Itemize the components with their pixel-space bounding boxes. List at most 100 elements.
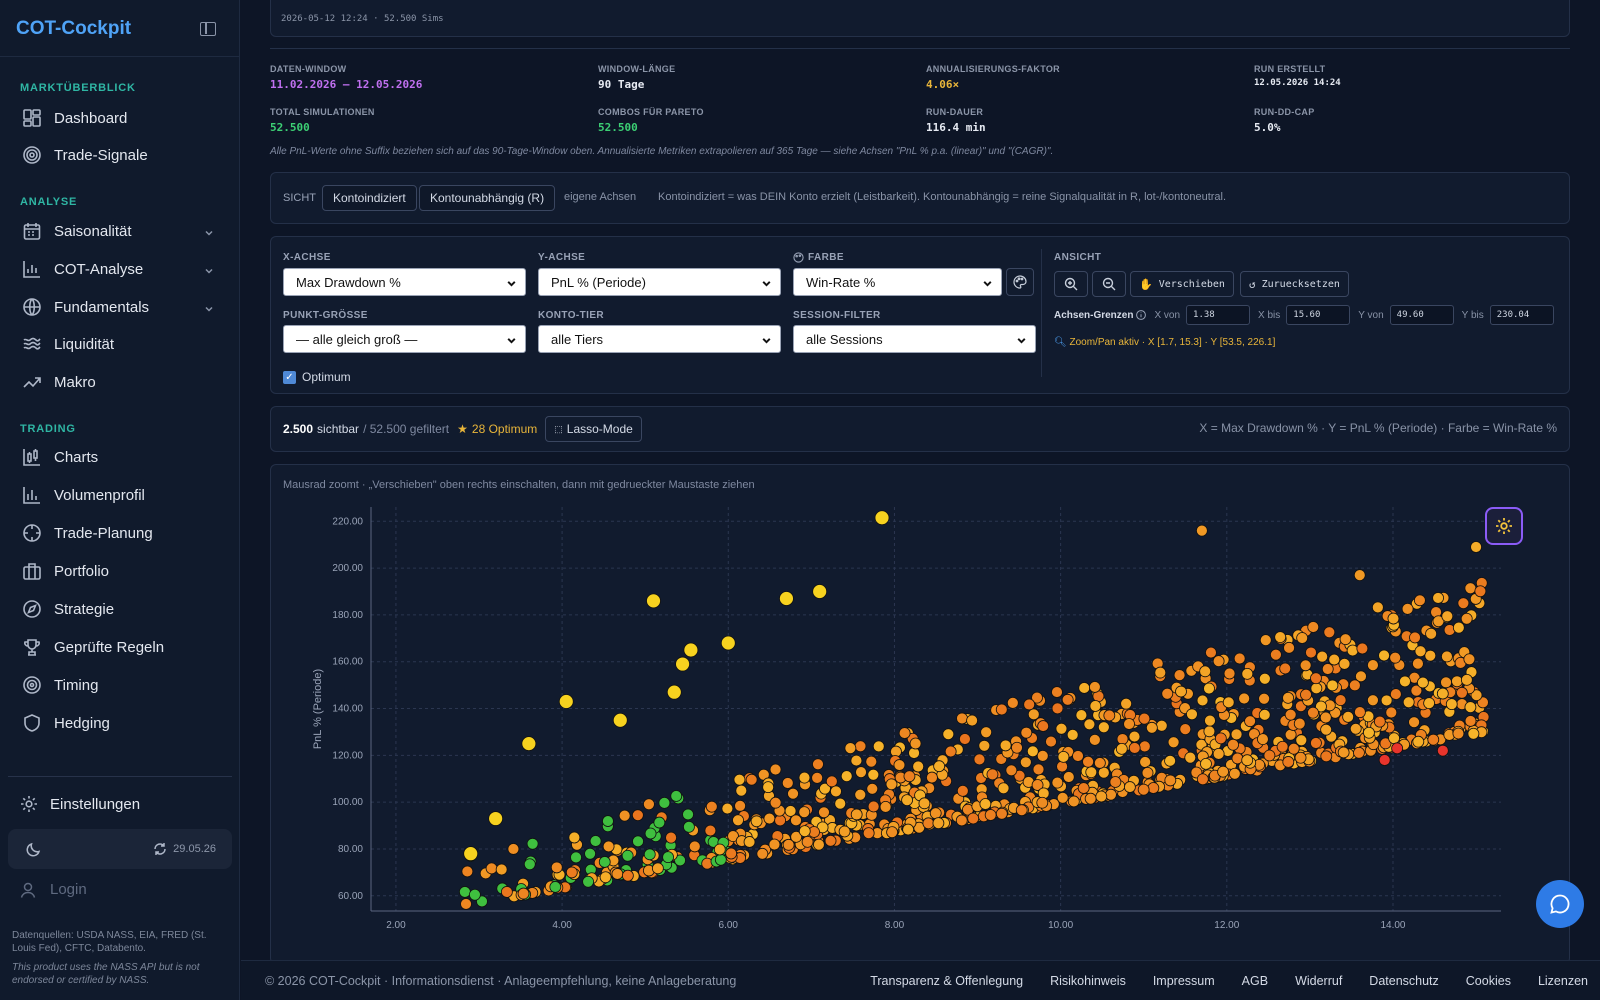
scatter-point [1196,694,1209,707]
scatter-point [1227,738,1239,751]
view-kontoindiziert-button[interactable]: Kontoindiziert [322,185,417,211]
sidebar-item-hedging[interactable]: Hedging [12,706,228,740]
scatter-point [621,869,634,882]
footer-link-widerruf[interactable]: Widerruf [1295,973,1343,988]
scatter-point [1023,698,1036,711]
stat-run-dd-cap: RUN-DD-CAP 5.0% [1254,107,1315,134]
sidebar-item-trade-signale[interactable]: Trade-Signale [12,138,228,172]
footer-link-cookies[interactable]: Cookies [1465,973,1511,988]
x-from-input[interactable]: 1.38 [1186,305,1251,325]
session-select[interactable]: alle Sessions [793,325,1036,353]
tier-select[interactable]: alle Tiers [538,325,781,353]
scatter-point [1138,740,1151,753]
y-axis-select[interactable]: PnL % (Periode) [538,268,781,296]
sidebar-item-einstellungen[interactable]: Einstellungen [20,795,140,813]
pan-button[interactable]: ✋ Verschieben [1130,271,1234,297]
scatter-point [1319,711,1332,724]
sidebar-item-volumenprofil[interactable]: Volumenprofil [12,478,228,512]
color-label: FARBE [808,252,844,263]
scatter-point [1161,687,1174,700]
brand-logo[interactable]: COT-Cockpit [16,18,132,39]
info-icon[interactable] [1136,310,1147,320]
footer-link-transparenz[interactable]: Transparenz & Offenlegung [870,973,1024,988]
login-link[interactable]: Login [20,881,87,898]
gear-icon [1495,517,1513,535]
scatter-chart[interactable]: 2.00 4.00 6.00 8.00 10.00 12.00 14.00 60.00 80.0… [271,465,1571,960]
scatter-point [1085,766,1098,779]
scatter-point [1320,723,1333,736]
size-select[interactable]: — alle gleich groß — [283,325,526,353]
sync-status[interactable]: 29.05.26 [153,842,216,856]
sidebar-item-strategie[interactable]: Strategie [12,592,228,626]
chat-button[interactable] [1536,880,1584,928]
scatter-point [933,760,946,773]
sidebar-item-trade-planung[interactable]: Trade-Planung [12,516,228,550]
lasso-mode-button[interactable]: ⬚ Lasso-Mode [545,416,642,442]
scatter-point [1057,750,1070,763]
scatter-point-highlight [666,684,682,700]
scatter-point [1036,796,1049,809]
reset-button[interactable]: ↺ Zuruecksetzen [1240,271,1349,297]
scatter-point-highlight [463,846,479,862]
scatter-point [1282,756,1295,768]
scatter-point [1203,682,1215,695]
scatter-point [872,740,885,753]
sicht-panel: SICHT Kontoindiziert Kontounabhängig (R)… [270,172,1570,224]
footer-link-datenschutz[interactable]: Datenschutz [1369,973,1439,988]
scatter-point [1109,776,1122,788]
sidebar-collapse-icon[interactable] [200,22,216,36]
sidebar-item-timing[interactable]: Timing [12,668,228,702]
scatter-point [1123,718,1135,730]
sidebar-item-dashboard[interactable]: Dashboard [12,101,228,135]
moon-icon[interactable] [26,842,41,857]
scatter-point [643,798,655,811]
y-tick-label: 120.00 [332,750,363,761]
sidebar-item-saisonalitaet[interactable]: Saisonalität [12,214,228,248]
scatter-point [1339,633,1352,646]
theme-sync-bar: 29.05.26 [8,829,232,869]
sidebar-item-portfolio[interactable]: Portfolio [12,554,228,588]
scatter-point [743,836,756,848]
stat-run-dauer: RUN-DAUER 116.4 min [926,107,986,134]
briefcase-icon [22,561,42,581]
scatter-point [1355,670,1367,683]
eigene-achsen-link[interactable]: eigene Achsen [564,191,637,203]
sidebar-item-liquiditaet[interactable]: Liquidität [12,327,228,361]
palette-button[interactable] [1006,268,1034,296]
scatter-point [1315,700,1327,713]
footer-link-lizenzen[interactable]: Lizenzen [1537,973,1588,988]
sidebar-item-gepruefte-regeln[interactable]: Geprüfte Regeln [12,630,228,664]
sidebar-item-makro[interactable]: Makro [12,365,228,399]
footer-link-risikohinweis[interactable]: Risikohinweis [1050,973,1126,988]
chart-settings-button[interactable] [1485,507,1523,545]
chevron-down-icon [982,277,993,292]
x-tick-label: 6.00 [719,920,739,931]
color-select[interactable]: Win-Rate % [793,268,1002,296]
y-from-input[interactable]: 49.60 [1389,305,1454,325]
scatter-point [812,758,824,771]
scatter-point [1460,673,1473,686]
y-to-input[interactable]: 230.04 [1489,305,1554,325]
scatter-point [769,796,782,809]
sidebar-item-fundamentals[interactable]: Fundamentals [12,290,228,324]
scatter-point [1084,792,1097,805]
footer-link-agb[interactable]: AGB [1241,973,1269,988]
scatter-point [1212,655,1225,667]
trending-up-icon [22,372,42,392]
x-axis-select[interactable]: Max Drawdown % [283,268,526,296]
y-tick-label: 200.00 [332,563,363,574]
scatter-point [790,830,803,843]
footer-link-impressum[interactable]: Impressum [1152,973,1215,988]
zoom-in-button[interactable] [1054,271,1088,297]
sidebar-item-cot-analyse[interactable]: COT-Analyse [12,252,228,286]
zoom-out-button[interactable] [1092,271,1126,297]
view-kontounabhaengig-button[interactable]: Kontounabhängig (R) [419,185,556,211]
sidebar-item-label: COT-Analyse [54,260,144,278]
sidebar-item-label: Volumenprofil [54,486,145,504]
axis-limits: Achsen-Grenzen X von 1.38 X bis 15.60 Y vo… [1054,305,1554,325]
sidebar-item-charts[interactable]: Charts [12,440,228,474]
optimum-checkbox[interactable]: ✓ Optimum [283,370,351,384]
scatter-point [704,824,717,837]
sidebar-item-label: Fundamentals [54,298,150,316]
x-to-input[interactable]: 15.60 [1286,305,1351,325]
